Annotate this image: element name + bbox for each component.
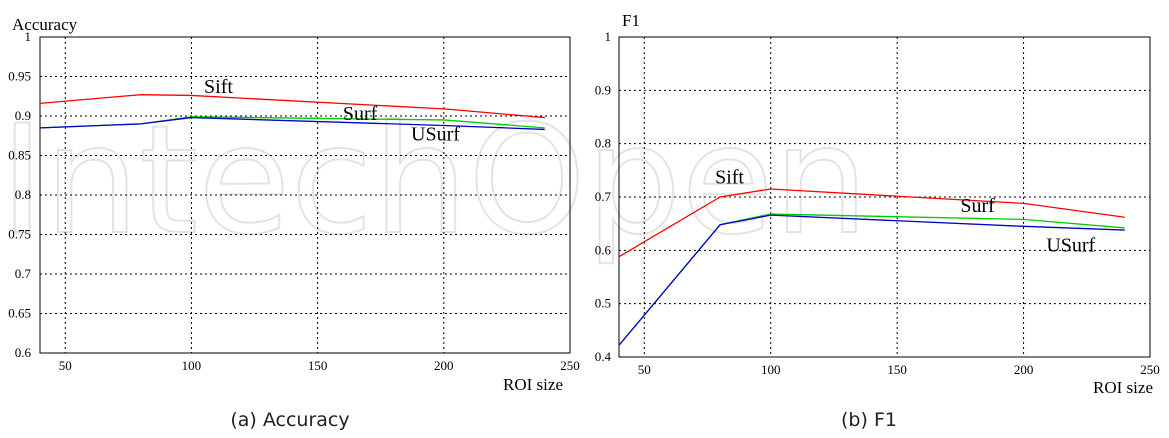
- series-annotation-sift: Sift: [715, 167, 744, 189]
- series-line-sift: [618, 188, 1125, 258]
- y-axis-label: Accuracy: [12, 15, 78, 34]
- y-tick-label: 0.9: [15, 108, 31, 123]
- y-tick-label: 1: [605, 29, 612, 44]
- y-tick-label: 0.75: [8, 227, 31, 242]
- x-axis-label: ROI size: [1093, 378, 1153, 397]
- y-tick-label: 0.8: [595, 136, 611, 151]
- series-annotation-usurf: USurf: [1046, 234, 1095, 256]
- y-tick-label: 0.7: [15, 266, 32, 281]
- x-axis-label: ROI size: [503, 375, 563, 394]
- x-tick-label: 250: [560, 358, 580, 373]
- series-annotation-sift: Sift: [204, 76, 233, 98]
- y-tick-label: 0.85: [8, 148, 31, 163]
- y-tick-label: 0.9: [595, 82, 611, 97]
- y-tick-label: 0.6: [595, 242, 612, 257]
- x-tick-label: 100: [761, 362, 781, 377]
- y-tick-label: 0.8: [15, 187, 31, 202]
- x-tick-label: 150: [308, 358, 328, 373]
- y-axis-label: F1: [622, 11, 640, 30]
- x-tick-label: 50: [59, 358, 72, 373]
- figure-caption: (b) F1: [841, 409, 897, 431]
- plot-frame: [618, 36, 1151, 358]
- figure-caption: (a) Accuracy: [230, 409, 349, 431]
- series-line-usurf: [39, 116, 545, 131]
- x-tick-label: 50: [638, 362, 651, 377]
- series-line-sift: [39, 94, 545, 119]
- series-line-usurf: [618, 214, 1125, 346]
- y-tick-label: 0.95: [8, 69, 31, 84]
- y-tick-label: 0.65: [8, 306, 31, 321]
- x-tick-label: 200: [434, 358, 454, 373]
- plot-frame: [39, 36, 571, 354]
- y-tick-label: 0.6: [15, 345, 32, 360]
- series-annotation-usurf: USurf: [411, 123, 460, 145]
- x-tick-label: 200: [1014, 362, 1034, 377]
- y-tick-label: 0.4: [595, 349, 612, 364]
- x-tick-label: 250: [1140, 362, 1160, 377]
- x-tick-label: 150: [887, 362, 907, 377]
- series-annotation-surf: Surf: [343, 103, 378, 125]
- series-annotation-surf: Surf: [960, 195, 995, 217]
- x-tick-label: 100: [182, 358, 202, 373]
- y-tick-label: 0.7: [595, 189, 612, 204]
- watermark-text: IntechOpen: [0, 94, 869, 268]
- y-tick-label: 1: [25, 29, 32, 44]
- y-tick-label: 0.5: [595, 296, 611, 311]
